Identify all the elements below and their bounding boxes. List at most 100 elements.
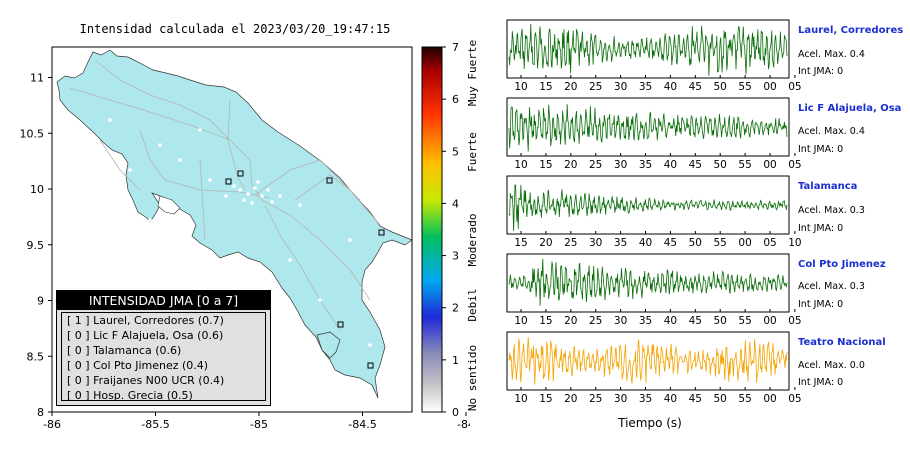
waveform-tick-label: 15 <box>514 237 527 249</box>
waveform-frame <box>506 331 790 391</box>
waveform-tick-label: 30 <box>614 81 627 93</box>
station-0-jma: Int JMA: 0 <box>798 66 844 77</box>
map-x-tick-label: -84.5 <box>348 418 376 431</box>
station-0-acel: Acel. Max. 0.4 <box>798 49 865 60</box>
waveform-tick-label: 55 <box>738 81 751 93</box>
legend-list: [ 1 ] Laurel, Corredores (0.7) [ 0 ] Lic… <box>61 312 266 402</box>
waveform-tick-label: 30 <box>589 237 602 249</box>
waveform-tick-label: 50 <box>714 159 727 171</box>
waveform-trace <box>508 336 788 385</box>
waveform-tick-label: 25 <box>589 315 602 327</box>
waveform-tick-label: 25 <box>589 159 602 171</box>
waveform-tick-label: 10 <box>514 81 527 93</box>
waveform-tick-label: 30 <box>614 315 627 327</box>
map-y-tick-label: 10 <box>30 183 44 196</box>
highlighted-stations <box>225 170 385 369</box>
station-3-name[interactable]: Col Pto Jimenez <box>798 259 886 270</box>
station-markers <box>108 118 372 347</box>
waveform-tick-label: 10 <box>514 159 527 171</box>
waveform-tick-label: 55 <box>714 237 727 249</box>
scale-label: Debil <box>466 288 479 321</box>
waveform-tick-label: 40 <box>639 237 652 249</box>
waveform-tick-label: 20 <box>539 237 552 249</box>
waveform-panel-2: 15 20 25 30 35 40 45 50 55 00 05 10 <box>506 175 802 249</box>
waveform-tick-label: 35 <box>639 393 652 405</box>
scale-tick-label: 6 <box>452 93 459 106</box>
waveform-trace <box>508 184 788 231</box>
map-frame <box>51 46 413 413</box>
waveform-trace <box>508 23 788 76</box>
waveform-tick-label: 50 <box>689 237 702 249</box>
station-2-name[interactable]: Talamanca <box>798 181 858 192</box>
waveform-tick-label: 10 <box>788 237 801 249</box>
station-4-name[interactable]: Teatro Nacional <box>798 337 886 348</box>
waveform-tick-label: 25 <box>589 393 602 405</box>
station-3-jma: Int JMA: 0 <box>798 299 844 310</box>
waveform-tick-label: 40 <box>664 81 677 93</box>
waveform-tick-label: 35 <box>639 81 652 93</box>
waveform-tick-label: 30 <box>614 159 627 171</box>
waveform-tick-label: 30 <box>614 393 627 405</box>
map-x-axis: -86-85.5-85-84.5-84-83.5-83 <box>43 412 470 431</box>
scale-tick-label: 7 <box>452 41 459 54</box>
scale-tick-label: 2 <box>452 302 459 315</box>
waveform-tick-label: 45 <box>664 237 677 249</box>
station-2-jma: Int JMA: 0 <box>798 223 844 234</box>
map-x-tick-label: -86 <box>43 418 61 431</box>
waveform-tick-label: 20 <box>564 81 577 93</box>
waveform-tick-label: 55 <box>738 315 751 327</box>
scale-tick-label: 4 <box>452 197 459 210</box>
color-scale-labels: Muy Fuerte Fuerte Moderado Debil No sentido <box>466 40 479 411</box>
intensity-legend: INTENSIDAD JMA [0 a 7] [ 1 ] Laurel, Cor… <box>56 290 271 406</box>
waveform-tick-label: 00 <box>763 159 776 171</box>
map-roads <box>69 59 381 331</box>
waveform-tick-label: 55 <box>738 393 751 405</box>
waveform-tick-label: 15 <box>539 159 552 171</box>
scale-label: Moderado <box>466 214 479 267</box>
legend-row: [ 0 ] Col Pto Jimenez (0.4) <box>67 359 209 372</box>
station-0-name[interactable]: Laurel, Corredores <box>798 25 904 36</box>
waveform-tick-label: 15 <box>539 393 552 405</box>
waveform-tick-label: 20 <box>564 315 577 327</box>
map-y-tick-label: 8 <box>37 406 44 419</box>
map-x-tick-label: -85 <box>250 418 268 431</box>
waveform-tick-label: 05 <box>763 237 776 249</box>
legend-row: [ 1 ] Laurel, Corredores (0.7) <box>67 314 224 327</box>
scale-tick-label: 3 <box>452 250 459 263</box>
station-1-name[interactable]: Lic F Alajuela, Osa <box>798 103 902 114</box>
waveform-tick-label: 10 <box>514 393 527 405</box>
scale-label: No sentido <box>466 345 479 411</box>
costa-rica-land <box>56 49 413 399</box>
waveform-tick-label: 35 <box>639 315 652 327</box>
legend-row: [ 0 ] Fraijanes N00 UCR (0.4) <box>67 374 225 387</box>
station-2-acel: Acel. Max. 0.3 <box>798 205 865 216</box>
waveform-tick-label: 00 <box>763 81 776 93</box>
station-3-acel: Acel. Max. 0.3 <box>798 281 865 292</box>
waveform-tick-label: 10 <box>514 315 527 327</box>
waveform-tick-label: 45 <box>689 159 702 171</box>
map-y-tick-label: 9 <box>37 295 44 308</box>
map-y-axis: 11 10.5 10 9.5 9 8.5 8 <box>20 72 52 419</box>
waveform-tick-label: 55 <box>738 159 751 171</box>
waveform-tick-label: 15 <box>539 315 552 327</box>
waveform-trace <box>508 258 788 306</box>
waveform-tick-label: 05 <box>788 81 801 93</box>
waveform-tick-label: 40 <box>664 315 677 327</box>
station-1-jma: Int JMA: 0 <box>798 144 844 155</box>
waveform-tick-label: 40 <box>664 393 677 405</box>
waveform-trace <box>508 104 788 152</box>
osa-peninsula <box>316 331 341 359</box>
waveform-tick-label: 00 <box>763 315 776 327</box>
waveform-tick-label: 15 <box>539 81 552 93</box>
map-y-tick-label: 10.5 <box>20 127 45 140</box>
waveform-tick-label: 45 <box>689 315 702 327</box>
time-axis-label: Tiempo (s) <box>618 416 682 430</box>
map-y-tick-label: 11 <box>30 72 44 85</box>
waveform-panel-1: 10 15 20 25 30 35 40 45 50 55 00 05 <box>506 97 802 171</box>
waveform-tick-label: 25 <box>589 81 602 93</box>
waveform-tick-label: 45 <box>689 393 702 405</box>
scale-label: Muy Fuerte <box>466 40 479 106</box>
legend-row: [ 0 ] Hosp. Grecia (0.5) <box>67 389 193 402</box>
